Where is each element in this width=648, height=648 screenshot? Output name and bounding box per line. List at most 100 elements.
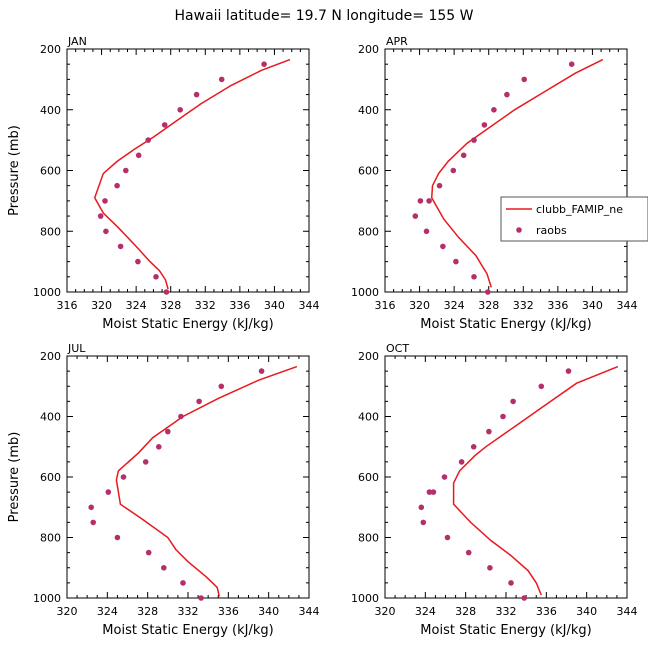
- data-point-raobs: [178, 413, 184, 420]
- data-point-raobs: [163, 289, 170, 295]
- data-point-raobs: [417, 198, 424, 204]
- data-point-raobs: [153, 274, 159, 280]
- data-point-raobs: [481, 122, 488, 128]
- data-point-raobs: [538, 383, 545, 390]
- y-tick-label: 800: [358, 532, 379, 545]
- x-tick-label: 332: [496, 605, 517, 618]
- series-line-clubb: [93, 58, 291, 290]
- y-tick-label: 800: [40, 532, 61, 545]
- x-tick-label: 344: [299, 605, 320, 618]
- x-tick-label: 344: [617, 605, 638, 618]
- chart-panel-jan: 316 320 324 328 332 336 340 344 200 400 600 800 1000…: [7, 35, 320, 332]
- data-point-raobs: [426, 198, 432, 204]
- x-tick-label: 344: [617, 299, 638, 312]
- panel-label: JUL: [67, 342, 86, 355]
- data-point-raobs: [504, 91, 510, 98]
- data-point-raobs: [135, 258, 141, 265]
- x-tick-label: 324: [126, 299, 147, 312]
- data-point-raobs: [423, 228, 430, 235]
- y-tick-label: 800: [358, 225, 379, 238]
- x-tick-label: 332: [513, 299, 534, 312]
- data-point-raobs: [177, 107, 183, 113]
- x-tick-label: 340: [576, 605, 597, 618]
- x-tick-label: 340: [264, 299, 285, 312]
- data-point-raobs: [105, 489, 112, 495]
- data-point-raobs: [444, 534, 451, 541]
- y-tick-label: 600: [358, 471, 379, 484]
- x-tick-label: 340: [582, 299, 603, 312]
- data-point-raobs: [114, 182, 120, 189]
- legend-label-clubb: clubb_FAMIP_ne: [536, 203, 623, 216]
- y-tick-label: 200: [358, 350, 379, 363]
- legend-marker-swatch: [516, 227, 522, 233]
- data-point-raobs: [117, 243, 124, 250]
- data-point-raobs: [161, 122, 168, 128]
- y-tick-label: 1000: [351, 286, 379, 299]
- plot-frame: [384, 355, 628, 599]
- series-line-clubb: [452, 365, 619, 596]
- data-point-raobs: [218, 383, 225, 390]
- data-point-raobs: [88, 504, 94, 511]
- data-point-raobs: [521, 76, 527, 83]
- data-point-raobs: [460, 152, 467, 159]
- data-point-raobs: [420, 519, 427, 526]
- x-axis-label: Moist Static Energy (kJ/kg): [420, 317, 591, 332]
- x-tick-label: 328: [160, 299, 181, 312]
- series-line-clubb: [115, 365, 298, 597]
- x-tick-label: 336: [536, 605, 557, 618]
- x-tick-label: 320: [91, 299, 112, 312]
- chart-panel-jul: 320 324 328 332 336 340 344 200 400 600 800 1000 JUL…: [7, 342, 320, 638]
- x-tick-label: 328: [478, 299, 499, 312]
- y-tick-label: 200: [40, 43, 61, 56]
- data-point-raobs: [450, 167, 457, 174]
- x-axis-label: Moist Static Energy (kJ/kg): [420, 623, 591, 638]
- data-point-raobs: [470, 444, 477, 450]
- x-tick-label: 324: [415, 605, 436, 618]
- data-point-raobs: [142, 459, 149, 465]
- y-axis-label: Pressure (mb): [7, 432, 22, 523]
- data-point-raobs: [510, 398, 516, 405]
- y-tick-label: 200: [40, 350, 61, 363]
- y-tick-label: 400: [358, 104, 379, 117]
- data-point-raobs: [145, 549, 152, 556]
- figure-title: Hawaii latitude= 19.7 N longitude= 155 W: [175, 8, 474, 24]
- y-tick-label: 800: [40, 225, 61, 238]
- x-tick-label: 340: [258, 605, 279, 618]
- y-tick-label: 1000: [351, 592, 379, 605]
- series-line-clubb: [430, 58, 604, 288]
- data-point-raobs: [508, 580, 514, 586]
- y-axis-label: Pressure (mb): [7, 125, 22, 216]
- y-tick-label: 400: [40, 411, 61, 424]
- data-point-raobs: [261, 61, 267, 67]
- x-tick-label: 332: [195, 299, 216, 312]
- x-tick-label: 324: [444, 299, 465, 312]
- x-tick-label: 332: [178, 605, 199, 618]
- data-point-raobs: [487, 565, 493, 571]
- data-point-raobs: [156, 444, 162, 450]
- x-axis-label: Moist Static Energy (kJ/kg): [102, 623, 273, 638]
- plot-frame: [66, 48, 310, 293]
- y-tick-label: 200: [358, 43, 379, 56]
- data-point-raobs: [486, 428, 492, 435]
- data-point-raobs: [471, 137, 477, 143]
- x-tick-label: 336: [547, 299, 568, 312]
- panel-label: OCT: [386, 342, 409, 355]
- chart-panel-apr: 316 320 324 328 332 336 340 344 200 400 600 800 1000…: [351, 35, 638, 332]
- data-point-raobs: [165, 428, 171, 435]
- data-point-raobs: [521, 595, 527, 601]
- y-tick-label: 400: [40, 104, 61, 117]
- data-point-raobs: [114, 534, 121, 541]
- data-point-raobs: [453, 258, 459, 265]
- data-point-raobs: [123, 167, 129, 174]
- data-point-raobs: [565, 368, 572, 374]
- data-point-raobs: [441, 474, 448, 480]
- data-point-raobs: [485, 289, 491, 295]
- data-point-raobs: [491, 107, 497, 113]
- data-point-raobs: [145, 137, 151, 143]
- legend-label-raobs: raobs: [536, 224, 567, 237]
- data-point-raobs: [103, 228, 109, 235]
- x-tick-label: 316: [375, 299, 396, 312]
- x-tick-label: 320: [375, 605, 396, 618]
- data-point-raobs: [458, 459, 465, 465]
